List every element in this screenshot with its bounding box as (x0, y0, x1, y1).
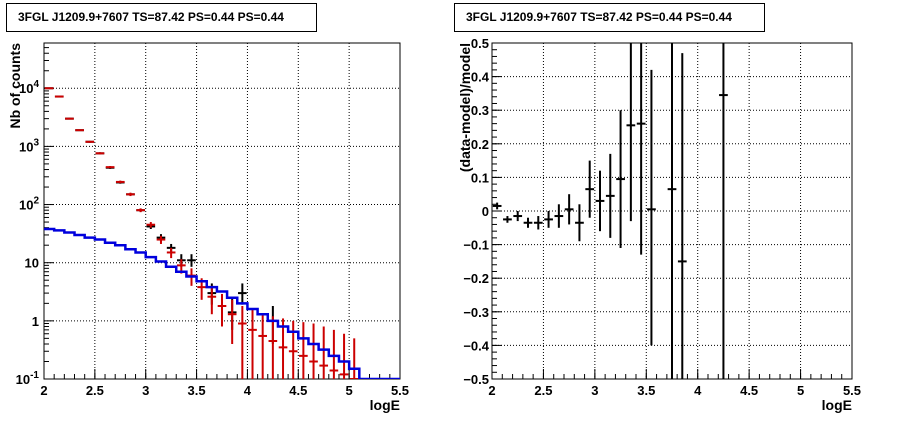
right-x-tick-label: 5 (797, 383, 804, 398)
right-x-tick-label: 4 (694, 383, 702, 398)
left-y-tick-label: 104 (19, 79, 39, 96)
left-x-tick-label: 5 (346, 383, 353, 398)
left-y-tick-label: 102 (19, 196, 39, 213)
left-y-axis-label: Nb of counts (7, 43, 23, 129)
right-x-tick-label: 2.5 (534, 383, 552, 398)
left-x-tick-label: 2.5 (86, 383, 104, 398)
left-x-tick-label: 2 (40, 383, 47, 398)
left-x-tick-label: 4.5 (289, 383, 307, 398)
right-y-tick-label: −0.5 (463, 372, 489, 387)
right-y-tick-label: 0.1 (471, 170, 489, 185)
right-y-tick-label: 0.5 (471, 36, 489, 51)
right-x-tick-label: 5.5 (843, 383, 861, 398)
right-plot-title: 3FGL J1209.9+7607 TS=87.42 PS=0.44 PS=0.… (454, 3, 765, 32)
right-y-tick-label: 0.2 (471, 137, 489, 152)
right-y-tick-label: −0.4 (463, 338, 489, 353)
left-y-tick-label: 10-1 (16, 370, 40, 387)
left-y-tick-label: 1 (32, 314, 39, 329)
right-x-tick-label: 2 (488, 383, 495, 398)
left-x-tick-label: 5.5 (391, 383, 409, 398)
right-x-tick-label: 3 (591, 383, 598, 398)
right-y-axis-label: (data-model)/model (457, 43, 473, 172)
left-plot-title: 3FGL J1209.9+7607 TS=87.42 PS=0.44 PS=0.… (6, 3, 317, 32)
left-x-tick-label: 3.5 (188, 383, 206, 398)
left-model-step-line (44, 227, 400, 379)
left-x-tick-label: 3 (142, 383, 149, 398)
right-y-tick-label: 0.3 (471, 103, 489, 118)
right-y-tick-label: 0 (482, 204, 489, 219)
left-y-tick-label: 10 (25, 256, 39, 271)
right-y-tick-label: 0.4 (471, 70, 490, 85)
right-x-tick-label: 4.5 (740, 383, 758, 398)
left-plot-frame (43, 42, 401, 380)
right-y-tick-label: −0.3 (463, 305, 489, 320)
left-x-tick-label: 4 (244, 383, 252, 398)
left-x-axis-label: logE (370, 397, 400, 413)
right-x-axis-label: logE (822, 397, 852, 413)
right-y-tick-label: −0.1 (463, 238, 489, 253)
right-x-tick-label: 3.5 (637, 383, 655, 398)
right-y-tick-label: −0.2 (463, 271, 489, 286)
left-y-tick-label: 103 (19, 137, 39, 154)
